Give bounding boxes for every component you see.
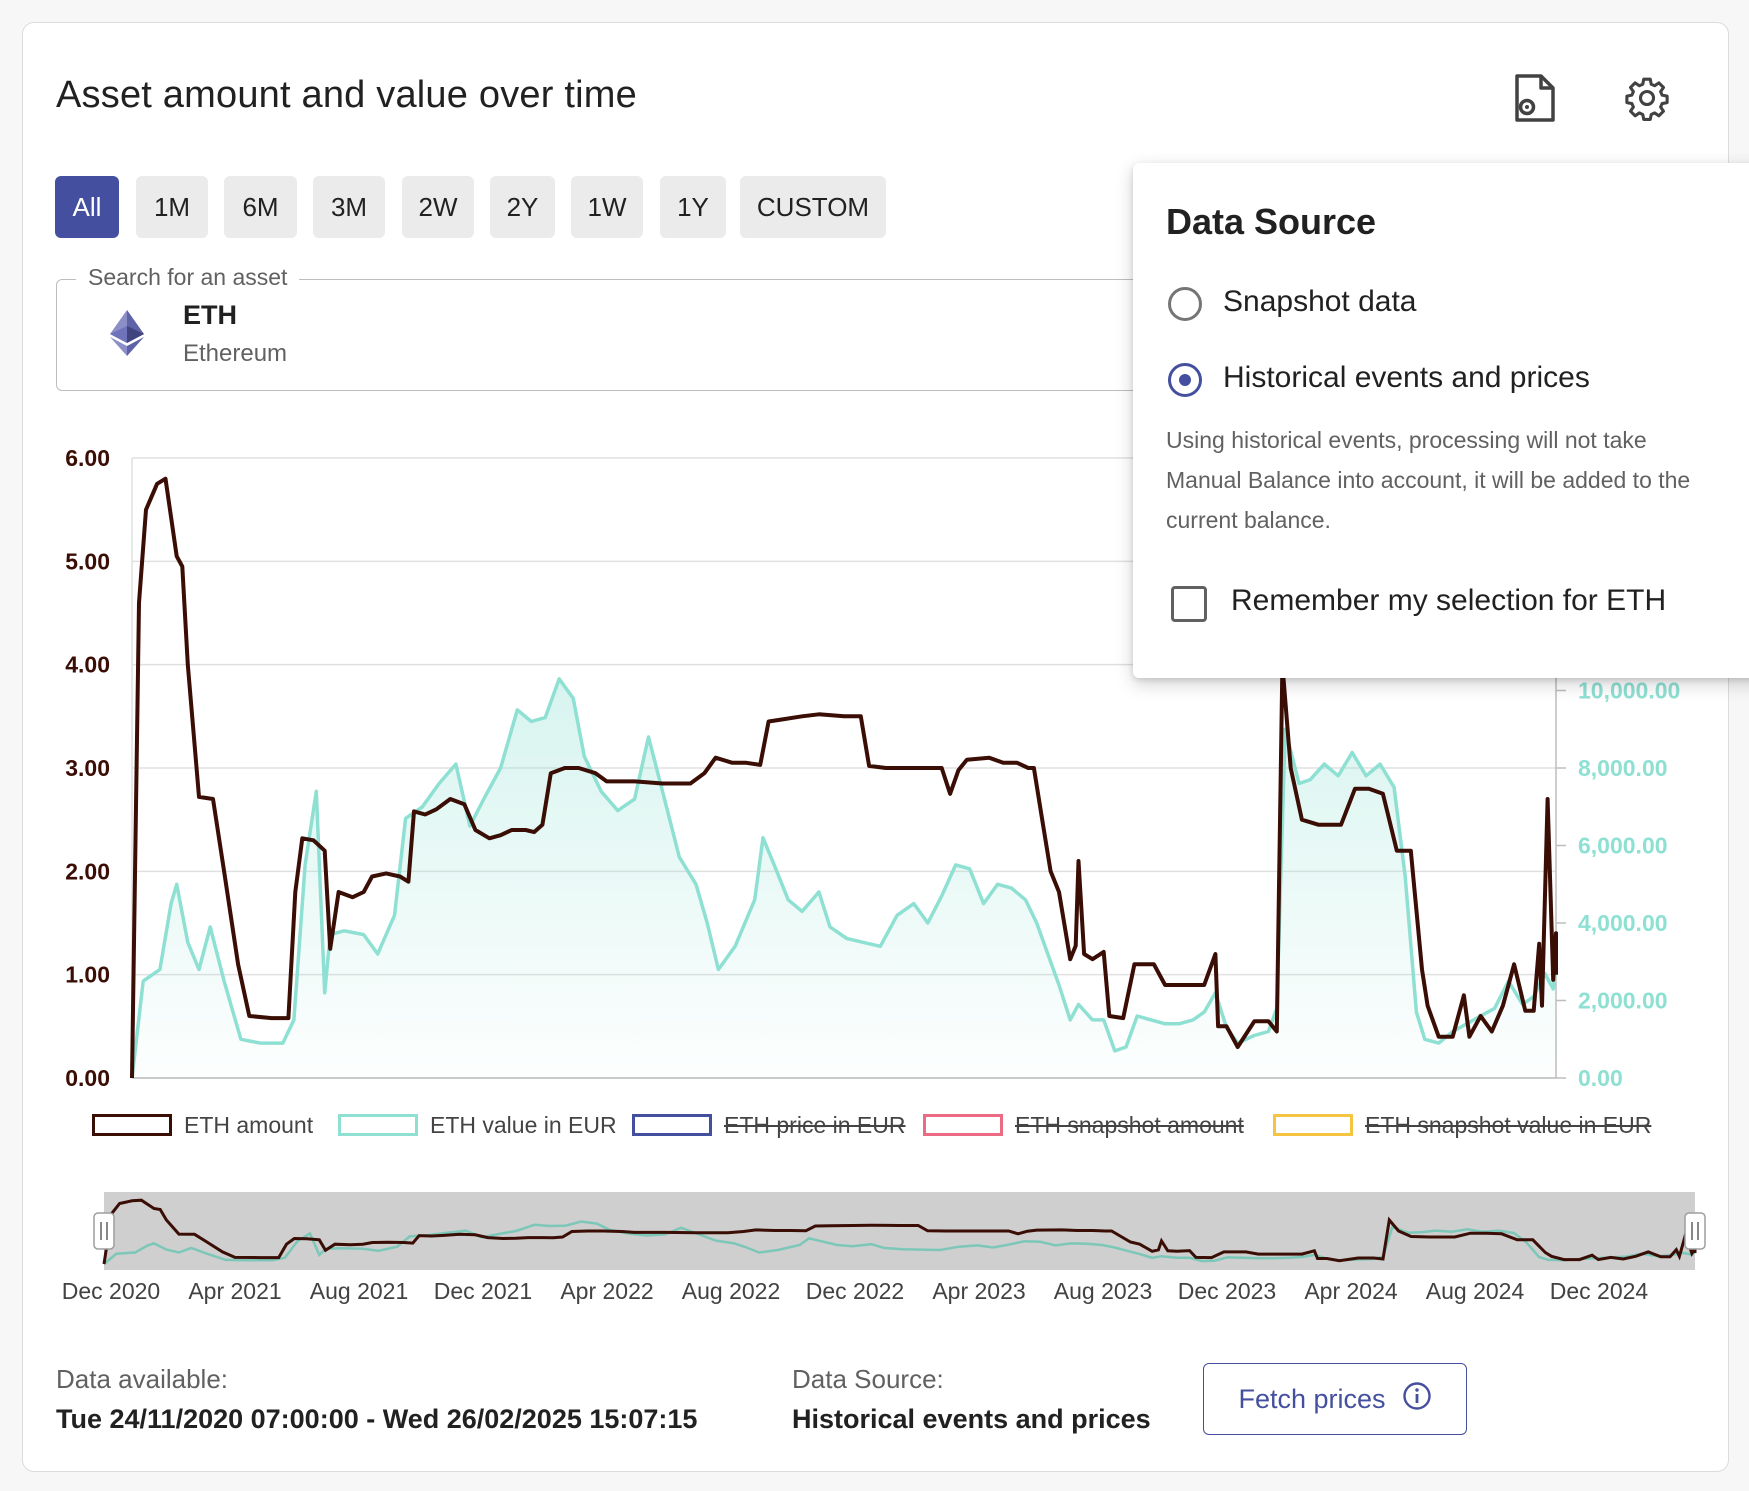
fetch-prices-label: Fetch prices bbox=[1238, 1383, 1386, 1414]
x-axis-tick: Apr 2021 bbox=[188, 1278, 281, 1304]
left-axis-tick: 5.00 bbox=[65, 548, 110, 574]
left-axis-tick: 6.00 bbox=[65, 445, 110, 471]
asset-search-label: Search for an asset bbox=[76, 264, 300, 291]
left-axis-tick: 2.00 bbox=[65, 858, 110, 884]
historical-events-label[interactable]: Historical events and prices bbox=[1223, 361, 1590, 394]
range-button-2y[interactable]: 2Y bbox=[490, 176, 555, 238]
x-axis-tick: Dec 2020 bbox=[62, 1278, 160, 1304]
legend-swatch bbox=[1273, 1114, 1353, 1136]
remember-selection-label[interactable]: Remember my selection for ETH bbox=[1231, 584, 1667, 617]
x-axis-tick: Aug 2021 bbox=[310, 1278, 408, 1304]
x-axis-tick: Apr 2024 bbox=[1304, 1278, 1398, 1304]
legend-label: ETH price in EUR bbox=[724, 1111, 906, 1138]
eth-amount-line bbox=[130, 476, 1558, 1079]
gear-icon[interactable] bbox=[1619, 70, 1675, 126]
range-button-6m[interactable]: 6M bbox=[224, 176, 297, 238]
asset-symbol: ETH bbox=[183, 300, 237, 330]
x-axis-tick: Aug 2024 bbox=[1426, 1278, 1525, 1304]
data-available-label: Data available: bbox=[56, 1364, 228, 1394]
legend-swatch bbox=[338, 1114, 418, 1136]
legend-label: ETH snapshot amount bbox=[1015, 1111, 1244, 1138]
range-button-custom[interactable]: CUSTOM bbox=[740, 176, 886, 238]
range-button-all[interactable]: All bbox=[55, 176, 119, 238]
x-axis-tick: Dec 2022 bbox=[806, 1278, 904, 1304]
navigator-left-handle[interactable] bbox=[93, 1212, 115, 1250]
historical-events-radio[interactable] bbox=[1168, 363, 1202, 397]
snapshot-data-radio[interactable] bbox=[1168, 287, 1202, 321]
left-axis-tick: 4.00 bbox=[65, 652, 110, 678]
navigator-right-handle[interactable] bbox=[1684, 1212, 1706, 1250]
x-axis-tick: Dec 2023 bbox=[1178, 1278, 1276, 1304]
navigator-value-line bbox=[103, 1220, 1696, 1265]
info-icon bbox=[1402, 1381, 1432, 1418]
data-source-menu: Data Source Snapshot data Historical eve… bbox=[1133, 163, 1749, 678]
data-source-title: Data Source bbox=[1166, 201, 1377, 242]
range-button-2w[interactable]: 2W bbox=[402, 176, 474, 238]
x-axis-tick: Dec 2021 bbox=[434, 1278, 532, 1304]
legend-eth-amount[interactable]: ETH amount bbox=[92, 1112, 313, 1138]
right-axis-tick: 10,000.00 bbox=[1578, 678, 1680, 704]
data-source-label: Data Source: bbox=[792, 1364, 944, 1394]
x-axis-tick: Dec 2024 bbox=[1550, 1278, 1649, 1304]
legend-swatch bbox=[632, 1114, 712, 1136]
right-axis-tick: 6,000.00 bbox=[1578, 833, 1668, 859]
left-axis-tick: 3.00 bbox=[65, 755, 110, 781]
fetch-prices-button[interactable]: Fetch prices bbox=[1203, 1363, 1467, 1435]
x-axis-tick: Aug 2023 bbox=[1054, 1278, 1152, 1304]
asset-name: Ethereum bbox=[183, 340, 288, 367]
legend-eth-price[interactable]: ETH price in EUR bbox=[632, 1112, 905, 1138]
navigator-amount-line bbox=[102, 1198, 1697, 1265]
snapshot-data-label[interactable]: Snapshot data bbox=[1223, 285, 1417, 318]
x-axis-tick: Apr 2023 bbox=[932, 1278, 1025, 1304]
right-axis-tick: 4,000.00 bbox=[1578, 910, 1668, 936]
right-axis-tick: 2,000.00 bbox=[1578, 988, 1668, 1014]
legend-swatch bbox=[923, 1114, 1003, 1136]
x-axis-tick: Apr 2022 bbox=[560, 1278, 653, 1304]
legend-eth-snapshot-amount[interactable]: ETH snapshot amount bbox=[923, 1112, 1244, 1138]
range-button-1m[interactable]: 1M bbox=[136, 176, 208, 238]
legend-label: ETH amount bbox=[184, 1111, 314, 1138]
legend-label: ETH value in EUR bbox=[430, 1111, 617, 1138]
range-button-1w[interactable]: 1W bbox=[571, 176, 643, 238]
x-axis-tick: Aug 2022 bbox=[682, 1278, 780, 1304]
eth-value-area bbox=[132, 678, 1556, 1078]
legend-swatch bbox=[92, 1114, 172, 1136]
right-axis-tick: 0.00 bbox=[1578, 1065, 1623, 1091]
eth-value-line bbox=[130, 677, 1558, 1079]
file-settings-icon[interactable] bbox=[1506, 70, 1562, 126]
data-available-value: Tue 24/11/2020 07:00:00 - Wed 26/02/2025… bbox=[56, 1404, 698, 1434]
right-axis-tick: 8,000.00 bbox=[1578, 755, 1668, 781]
range-button-3m[interactable]: 3M bbox=[313, 176, 385, 238]
data-source-value: Historical events and prices bbox=[792, 1404, 1151, 1434]
legend-eth-snapshot-value[interactable]: ETH snapshot value in EUR bbox=[1273, 1112, 1651, 1138]
remember-selection-checkbox[interactable] bbox=[1171, 586, 1207, 622]
card-title: Asset amount and value over time bbox=[56, 74, 637, 116]
legend-label: ETH snapshot value in EUR bbox=[1365, 1111, 1652, 1138]
legend-eth-value[interactable]: ETH value in EUR bbox=[338, 1112, 617, 1138]
left-axis-tick: 0.00 bbox=[65, 1065, 110, 1091]
range-button-1y[interactable]: 1Y bbox=[660, 176, 726, 238]
data-source-hint: Using historical events, processing will… bbox=[1166, 427, 1691, 533]
left-axis-tick: 1.00 bbox=[65, 962, 110, 988]
ethereum-icon bbox=[108, 308, 146, 363]
